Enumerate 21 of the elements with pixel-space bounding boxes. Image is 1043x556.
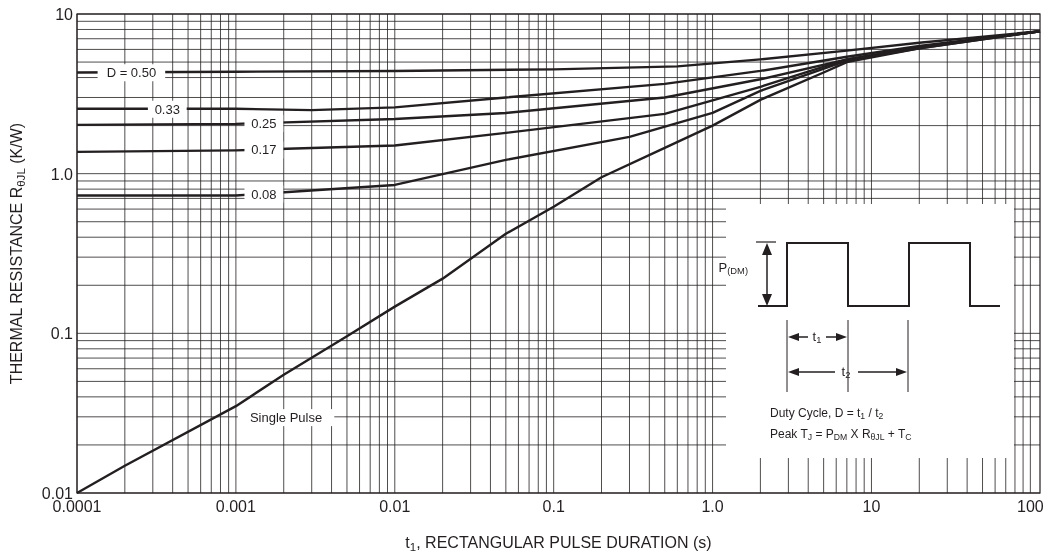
x-tick-label: 1.0 <box>701 498 724 515</box>
annotation: t$_{1}$ <box>812 329 822 346</box>
x-tick-label: 0.01 <box>379 498 411 515</box>
annotation: t$_{2}$ <box>841 364 851 381</box>
y-tick-label: 10 <box>55 6 74 23</box>
series-label: 0.17 <box>251 142 277 158</box>
series-label: 0.33 <box>154 101 180 117</box>
annotation: Peak T$_{J}$ = P$_{DM}$ X R$_{θJL}$ + T$_{C}$ <box>770 427 912 443</box>
x-tick-label: 100 <box>1017 498 1043 515</box>
series-label: D = 0.50 <box>106 65 157 81</box>
series-label: 0.08 <box>251 186 277 202</box>
annotation: P$_{(DM)}$ <box>718 260 748 277</box>
x-tick-label: 10 <box>862 498 881 515</box>
series-label: Single Pulse <box>249 410 323 426</box>
series-label: 0.25 <box>251 116 277 132</box>
x-tick-label: 0.1 <box>542 498 565 515</box>
x-tick-label: 0.001 <box>215 498 257 515</box>
y-tick-label: 1.0 <box>50 165 74 183</box>
y-tick-label: 0.1 <box>50 325 74 343</box>
annotation: Duty Cycle, D = t$_{1}$ / t$_{2}$ <box>770 406 884 422</box>
x-axis-title: t$_{1}$, RECTANGULAR PULSE DURATION (s) <box>405 534 712 553</box>
